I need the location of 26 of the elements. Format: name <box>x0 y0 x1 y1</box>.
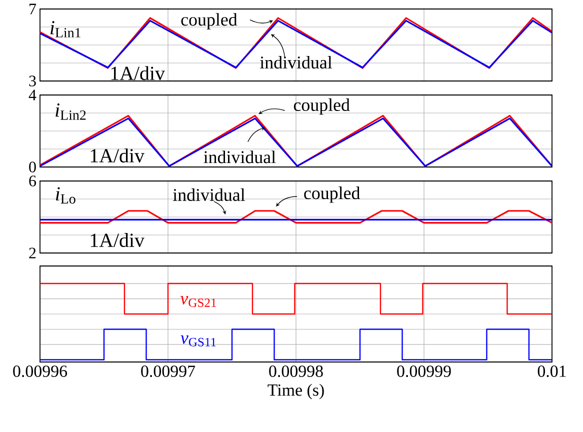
x-axis-title: Time (s) <box>268 384 324 400</box>
series-label: v$_{GS11}$ <box>180 335 216 346</box>
series-label: coupled <box>304 186 360 203</box>
y-tick-label: 6 <box>29 176 36 186</box>
annotation: 1A/div <box>90 233 144 248</box>
y-tick-label: 3 <box>29 76 36 86</box>
series-label: individual <box>204 150 276 164</box>
x-tick-label: 0.00996 <box>13 366 68 378</box>
annotation: i$_{Lin2}$ <box>56 103 86 120</box>
series-label: coupled <box>294 98 350 115</box>
x-tick-label: 0.00998 <box>269 366 323 378</box>
annotation: 1A/div <box>111 66 165 80</box>
series-label: v$_{GS21}$ <box>180 296 216 307</box>
annotation: i$_{Lo}$ <box>56 187 76 204</box>
y-tick-label: 7 <box>30 4 36 14</box>
y-tick-label: 2 <box>29 248 36 258</box>
series-label: coupled <box>181 13 238 30</box>
x-tick-label: 0.00999 <box>397 366 451 378</box>
series-label: individual <box>260 56 332 69</box>
y-tick-label: 4 <box>28 90 36 100</box>
y-tick-label: 0 <box>29 162 36 172</box>
series-label: individual <box>172 188 245 201</box>
x-tick-label: 0.00997 <box>141 366 196 378</box>
annotation: i$_{Lin1}$ <box>50 21 80 38</box>
annotation: 1A/div <box>90 148 144 162</box>
x-tick-label: 0.01 <box>538 366 566 378</box>
